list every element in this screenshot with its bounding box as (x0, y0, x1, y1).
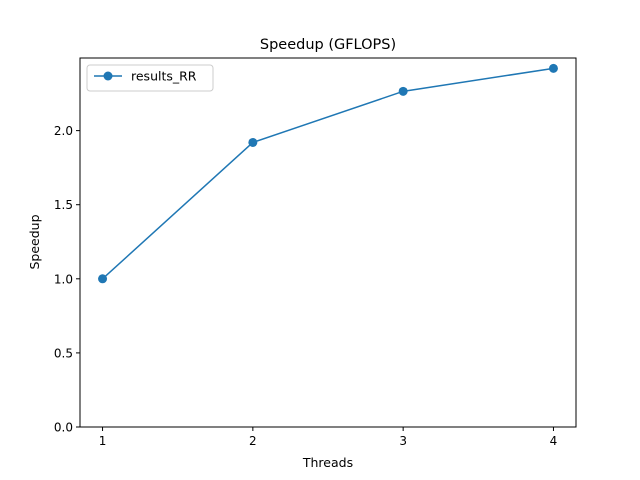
y-tick-label: 1.0 (54, 272, 73, 286)
x-tick-label: 1 (99, 434, 107, 448)
data-point (398, 86, 408, 96)
legend-entry-label: results_RR (131, 69, 197, 84)
y-axis-label: Speedup (27, 214, 42, 269)
y-tick-label: 1.5 (54, 198, 73, 212)
data-point (98, 274, 108, 284)
x-tick-label: 3 (399, 434, 407, 448)
legend: results_RR (86, 64, 214, 92)
legend-marker (103, 71, 113, 81)
legend-box (86, 64, 214, 92)
chart-title: Speedup (GFLOPS) (260, 37, 396, 53)
y-tick-label: 2.0 (54, 124, 73, 138)
series-line (102, 67, 554, 280)
plot-frame (79, 57, 577, 428)
y-axis: 0.0 0.5 1.0 1.5 2.0 (54, 124, 80, 435)
x-axis: 1 2 3 4 (99, 427, 558, 448)
series-layer (98, 63, 558, 284)
data-point (548, 63, 558, 73)
x-tick-label: 2 (249, 434, 257, 448)
plot-area (79, 57, 577, 428)
x-axis-label: Threads (302, 455, 353, 470)
data-point (248, 137, 258, 147)
y-tick-label: 0.0 (54, 421, 73, 435)
y-tick-label: 0.5 (54, 346, 73, 360)
x-tick-label: 4 (550, 434, 558, 448)
